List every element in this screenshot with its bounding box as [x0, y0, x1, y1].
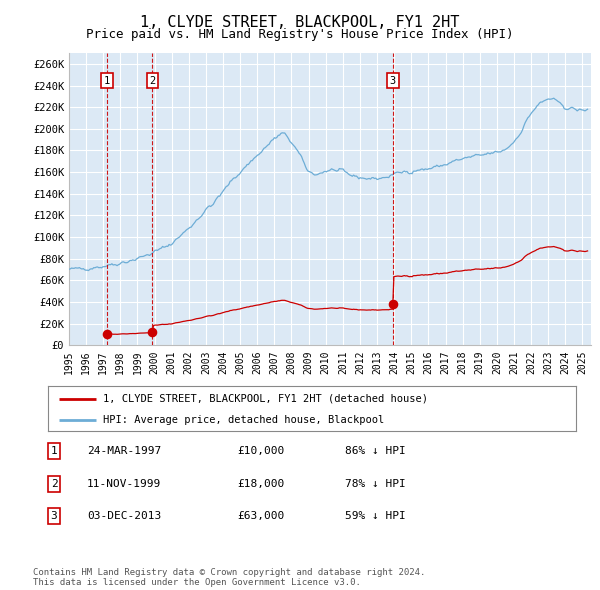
Text: 78% ↓ HPI: 78% ↓ HPI [345, 479, 406, 489]
Text: Price paid vs. HM Land Registry's House Price Index (HPI): Price paid vs. HM Land Registry's House … [86, 28, 514, 41]
Point [148, 327, 157, 336]
Text: 1: 1 [50, 447, 58, 456]
Text: 3: 3 [50, 512, 58, 521]
Text: 1, CLYDE STREET, BLACKPOOL, FY1 2HT (detached house): 1, CLYDE STREET, BLACKPOOL, FY1 2HT (det… [103, 394, 428, 404]
Text: HPI: Average price, detached house, Blackpool: HPI: Average price, detached house, Blac… [103, 415, 385, 425]
Text: 2: 2 [50, 479, 58, 489]
Text: £10,000: £10,000 [237, 447, 284, 456]
Text: 1, CLYDE STREET, BLACKPOOL, FY1 2HT: 1, CLYDE STREET, BLACKPOOL, FY1 2HT [140, 15, 460, 30]
Text: 86% ↓ HPI: 86% ↓ HPI [345, 447, 406, 456]
Text: 24-MAR-1997: 24-MAR-1997 [87, 447, 161, 456]
Text: 11-NOV-1999: 11-NOV-1999 [87, 479, 161, 489]
Text: 1: 1 [104, 76, 110, 86]
Point [388, 300, 398, 309]
Text: 03-DEC-2013: 03-DEC-2013 [87, 512, 161, 521]
Text: Contains HM Land Registry data © Crown copyright and database right 2024.
This d: Contains HM Land Registry data © Crown c… [33, 568, 425, 587]
Text: £63,000: £63,000 [237, 512, 284, 521]
Text: 3: 3 [389, 76, 396, 86]
Text: £18,000: £18,000 [237, 479, 284, 489]
Text: 59% ↓ HPI: 59% ↓ HPI [345, 512, 406, 521]
Text: 2: 2 [149, 76, 155, 86]
Point [103, 330, 112, 339]
